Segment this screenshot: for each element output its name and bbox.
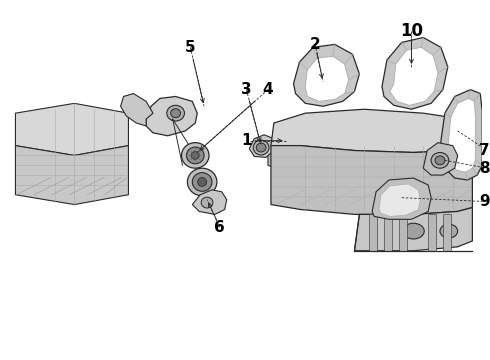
Polygon shape [379,184,420,216]
Ellipse shape [431,153,449,168]
Polygon shape [271,109,472,153]
Text: 2: 2 [310,37,320,52]
Ellipse shape [440,224,458,238]
Ellipse shape [253,140,269,155]
Polygon shape [399,215,407,251]
Polygon shape [369,215,377,251]
Ellipse shape [309,133,321,144]
Ellipse shape [198,177,207,186]
Polygon shape [121,94,153,126]
Text: 7: 7 [479,143,490,158]
Polygon shape [423,143,458,175]
Ellipse shape [289,137,302,149]
Polygon shape [192,190,227,215]
Polygon shape [15,145,128,204]
Text: 4: 4 [263,82,273,97]
Polygon shape [443,215,451,251]
Ellipse shape [201,197,213,208]
Polygon shape [305,56,348,102]
Polygon shape [15,103,128,156]
Polygon shape [428,215,436,251]
Text: 3: 3 [241,82,252,97]
Text: 9: 9 [479,194,490,209]
Ellipse shape [192,173,212,191]
Polygon shape [146,96,197,136]
Polygon shape [384,215,392,251]
Polygon shape [274,119,340,165]
Ellipse shape [256,143,266,152]
Ellipse shape [181,143,209,168]
Polygon shape [372,178,431,219]
Polygon shape [354,207,472,251]
Polygon shape [294,44,359,106]
Polygon shape [448,98,475,172]
Ellipse shape [187,168,217,196]
Polygon shape [249,135,274,157]
Ellipse shape [403,223,424,239]
Ellipse shape [186,147,204,164]
Polygon shape [268,143,349,172]
Ellipse shape [435,156,445,165]
Ellipse shape [167,105,184,121]
Text: 8: 8 [479,161,490,176]
Ellipse shape [171,109,180,118]
Polygon shape [441,90,482,180]
Text: 10: 10 [400,22,423,40]
Ellipse shape [191,152,199,159]
Polygon shape [382,37,448,109]
Text: 1: 1 [241,133,252,148]
Polygon shape [271,143,472,215]
Text: 5: 5 [185,40,196,55]
Text: 6: 6 [215,220,225,235]
Polygon shape [390,47,438,105]
